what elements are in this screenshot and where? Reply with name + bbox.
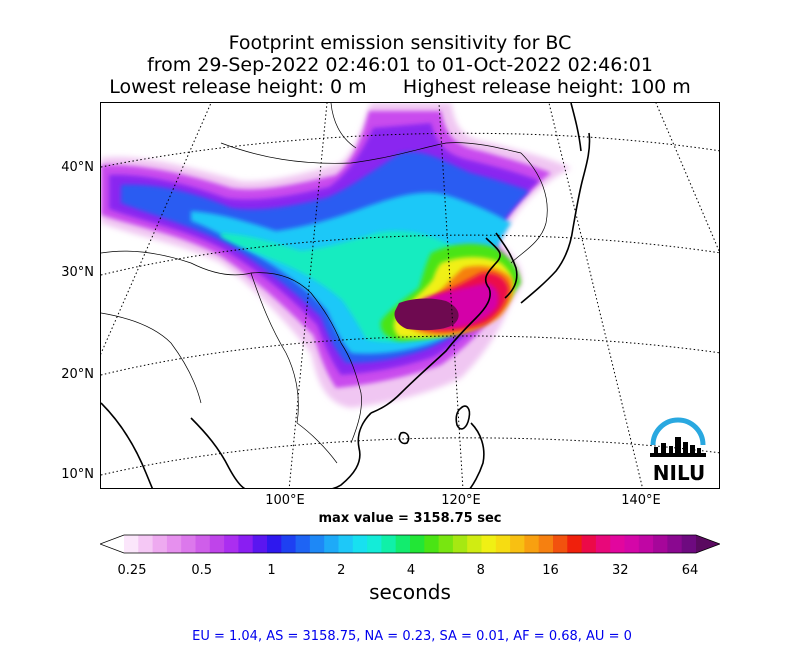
colorbar-cell <box>510 535 525 553</box>
region-stats: EU = 1.04, AS = 3158.75, NA = 0.23, SA =… <box>192 629 632 644</box>
meridian-140e <box>548 103 644 488</box>
colorbar-cell <box>638 535 654 553</box>
colorbar-cell <box>152 535 168 553</box>
sensitivity-field <box>101 103 571 408</box>
coast-india <box>101 402 154 488</box>
logo-skyline <box>650 437 706 457</box>
colorbar-cell <box>581 535 597 553</box>
lon-label-120e: 120°E <box>441 493 481 508</box>
coastlines <box>101 103 591 488</box>
colorbar-tick-label: 8 <box>476 563 485 578</box>
colorbar-cell <box>138 535 154 553</box>
lat-label-20n: 20°N <box>61 367 94 382</box>
colorbar-cell <box>538 535 554 553</box>
colorbar-cell <box>309 535 325 553</box>
colorbar-cells <box>100 535 720 553</box>
lat-label-10n: 10°N <box>61 467 94 482</box>
colorbar-cell <box>166 535 182 553</box>
colorbar-cell <box>524 535 540 553</box>
country-borders <box>101 103 548 464</box>
colorbar-tick-label: 0.5 <box>191 563 213 578</box>
meridian-120e <box>438 103 464 488</box>
colorbar-tick-label: 64 <box>681 563 699 578</box>
graticule <box>101 103 719 488</box>
coast-philippines <box>469 422 485 488</box>
colorbar-cell <box>481 535 497 553</box>
colorbar-cell <box>395 535 411 553</box>
max-value-label: max value = 3158.75 sec <box>318 511 502 526</box>
parallel-30n <box>101 234 719 276</box>
lat-label-30n: 30°N <box>61 265 94 280</box>
colorbar-cell <box>267 535 282 553</box>
colorbar-cell <box>381 535 397 553</box>
colorbar-cell <box>495 535 511 553</box>
colorbar-cell <box>224 535 239 553</box>
colorbar-outline <box>100 534 720 554</box>
colorbar-extend-low <box>100 535 124 553</box>
map-title: Footprint emission sensitivity for BC <box>228 32 572 54</box>
colorbar-cell <box>338 535 354 553</box>
map-canvas <box>101 103 719 488</box>
coast-japan <box>520 132 591 304</box>
map-period: from 29-Sep-2022 02:46:01 to 01-Oct-2022… <box>147 54 653 76</box>
colorbar-tick-label: 16 <box>542 563 559 578</box>
lat-label-40n: 40°N <box>61 160 94 175</box>
colorbar-cell <box>610 535 625 553</box>
colorbar-tick-label: 4 <box>406 563 416 578</box>
colorbar-cell <box>352 535 368 553</box>
highest-release-height: Highest release height: 100 m <box>402 76 691 98</box>
meridian-80e <box>101 103 212 355</box>
meridian-100e <box>288 103 328 488</box>
colorbar-cell <box>624 535 640 553</box>
colorbar <box>100 534 720 554</box>
release-heights: Lowest release height: 0 m Highest relea… <box>0 76 800 98</box>
logo-arc <box>650 417 706 446</box>
coast-bay-bengal <box>190 417 246 488</box>
colorbar-cell <box>424 535 440 553</box>
parallel-10n <box>101 437 719 476</box>
lon-label-140e: 140°E <box>621 493 661 508</box>
parallel-20n <box>101 335 719 376</box>
coast-hainan <box>398 431 410 445</box>
colorbar-cell <box>438 535 454 553</box>
colorbar-cell <box>367 535 382 553</box>
colorbar-cell <box>209 535 225 553</box>
logo-text: NILU <box>653 461 705 483</box>
colorbar-cell <box>124 535 139 553</box>
lon-label-100e: 100°E <box>265 493 305 508</box>
colorbar-cell <box>281 535 297 553</box>
colorbar-cell <box>681 535 697 553</box>
colorbar-cell <box>410 535 425 553</box>
colorbar-cell <box>567 535 583 553</box>
colorbar-cell <box>324 535 339 553</box>
colorbar-cell <box>181 535 196 553</box>
nilu-logo: NILU <box>646 413 712 485</box>
plume-layer-max <box>394 298 459 331</box>
coast-sakhalin <box>570 103 582 152</box>
colorbar-cell <box>295 535 311 553</box>
footprint-map <box>100 102 720 489</box>
colorbar-cell <box>595 535 611 553</box>
colorbar-unit-label: seconds <box>369 580 451 604</box>
nilu-logo-graphic: NILU <box>650 417 706 485</box>
colorbar-cell <box>252 535 268 553</box>
colorbar-extend-high <box>696 535 720 553</box>
coast-korea <box>495 232 518 299</box>
colorbar-tick-label: 32 <box>611 563 629 578</box>
colorbar-cell <box>667 535 683 553</box>
colorbar-cell <box>653 535 668 553</box>
coast-china <box>370 237 501 414</box>
colorbar-cell <box>195 535 211 553</box>
colorbar-cell <box>452 535 468 553</box>
colorbar-cell <box>238 535 254 553</box>
coast-taiwan <box>455 405 471 430</box>
colorbar-tick-label: 2 <box>337 563 346 578</box>
coast-indochina <box>332 412 372 488</box>
colorbar-cell <box>467 535 482 553</box>
colorbar-tick-label: 0.25 <box>117 563 147 578</box>
lowest-release-height: Lowest release height: 0 m <box>109 76 367 98</box>
parallel-40n <box>101 132 719 168</box>
colorbar-tick-label: 1 <box>267 563 276 578</box>
colorbar-cell <box>553 535 568 553</box>
